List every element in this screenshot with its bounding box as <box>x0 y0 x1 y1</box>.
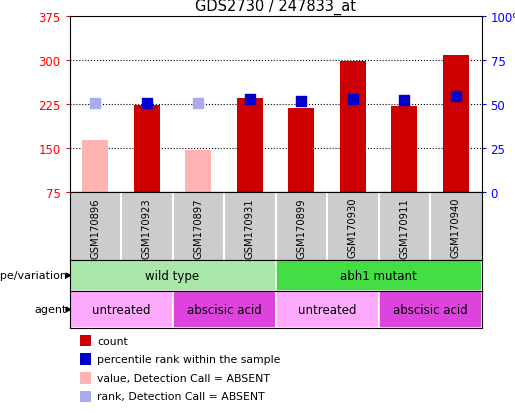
Text: wild type: wild type <box>145 269 200 282</box>
Point <box>297 98 305 104</box>
Point <box>143 100 151 107</box>
Bar <box>237 98 263 192</box>
Bar <box>70 291 173 328</box>
Text: abscisic acid: abscisic acid <box>392 303 468 316</box>
Point <box>246 97 254 104</box>
Text: agent: agent <box>35 305 67 315</box>
Title: GDS2730 / 247833_at: GDS2730 / 247833_at <box>195 0 356 15</box>
Text: rank, Detection Call = ABSENT: rank, Detection Call = ABSENT <box>97 392 265 401</box>
Point <box>194 100 202 107</box>
Text: GSM170899: GSM170899 <box>296 197 306 258</box>
Text: GSM170940: GSM170940 <box>451 197 461 258</box>
Bar <box>379 291 482 328</box>
Bar <box>443 56 469 192</box>
Text: abh1 mutant: abh1 mutant <box>340 269 417 282</box>
Text: untreated: untreated <box>298 303 356 316</box>
Text: abscisic acid: abscisic acid <box>186 303 262 316</box>
Text: value, Detection Call = ABSENT: value, Detection Call = ABSENT <box>97 373 270 383</box>
Point <box>91 100 99 107</box>
Bar <box>340 62 366 192</box>
Point <box>349 96 357 103</box>
Text: untreated: untreated <box>92 303 150 316</box>
Text: GSM170911: GSM170911 <box>399 197 409 258</box>
Bar <box>173 291 276 328</box>
Text: count: count <box>97 336 128 346</box>
Text: GSM170930: GSM170930 <box>348 197 358 258</box>
Bar <box>70 260 276 291</box>
Text: GSM170931: GSM170931 <box>245 197 255 258</box>
Text: percentile rank within the sample: percentile rank within the sample <box>97 354 281 364</box>
Bar <box>276 291 379 328</box>
Point <box>400 97 408 104</box>
Text: genotype/variation: genotype/variation <box>0 271 67 281</box>
Bar <box>185 151 211 192</box>
Bar <box>82 140 108 192</box>
Text: GSM170923: GSM170923 <box>142 197 152 258</box>
Point <box>452 94 460 100</box>
Text: GSM170896: GSM170896 <box>90 197 100 258</box>
Text: GSM170897: GSM170897 <box>193 197 203 258</box>
Bar <box>391 107 417 192</box>
Bar <box>134 106 160 192</box>
Bar <box>288 108 314 192</box>
Bar <box>276 260 482 291</box>
